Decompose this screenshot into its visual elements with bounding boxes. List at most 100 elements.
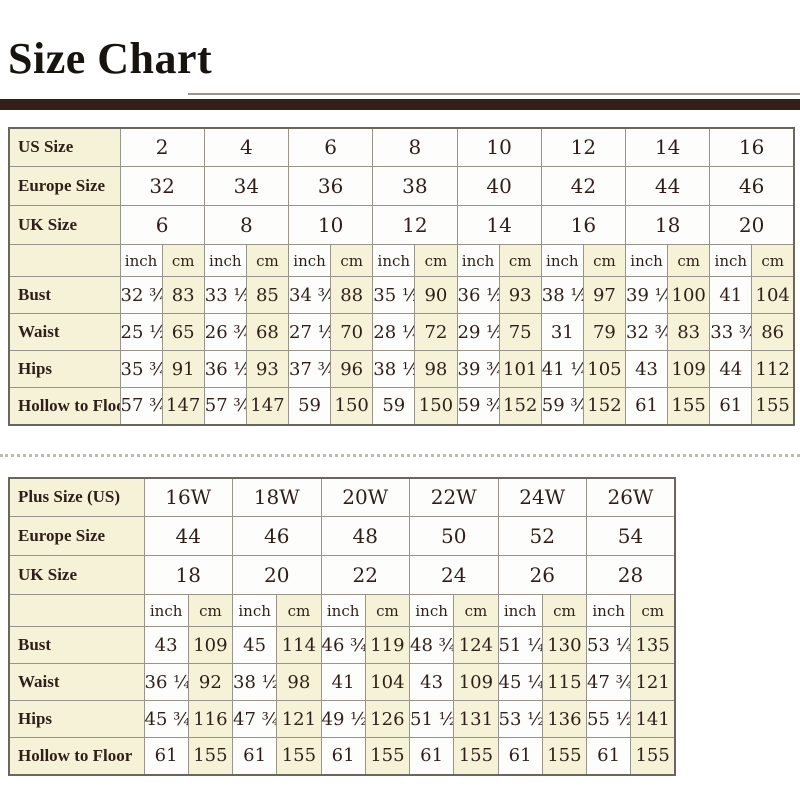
size-value-cell: 32	[119, 166, 205, 207]
measurement-value-cell: 90	[414, 276, 458, 315]
measurement-value-cell: 155	[667, 387, 711, 426]
measurement-value-cell: 43	[143, 626, 189, 665]
row-label: Bust	[8, 626, 145, 665]
size-value-cell: 52	[497, 516, 587, 557]
measurement-value-cell: 70	[330, 313, 374, 352]
row-label: Hips	[8, 350, 121, 389]
row-label: Bust	[8, 276, 121, 315]
measurement-value-cell: 155	[541, 737, 588, 776]
measurement-value-cell: 61	[143, 737, 189, 776]
measurement-value-cell: 25 ½	[119, 313, 163, 352]
measurement-value-cell: 61	[709, 387, 753, 426]
measurement-value-cell: 33 ¾	[709, 313, 753, 352]
size-value-cell: 20	[232, 555, 322, 596]
row-label: Hollow to Floor	[8, 387, 121, 426]
measurement-value-cell: 35 ¾	[119, 350, 163, 389]
measurement-value-cell: 131	[453, 700, 499, 739]
row-label: UK Size	[8, 205, 121, 246]
measurement-value-cell: 104	[751, 276, 795, 315]
size-value-cell: 42	[540, 166, 627, 207]
size-value-cell: 4	[203, 127, 290, 168]
measurement-value-cell: 65	[161, 313, 205, 352]
measurement-value-cell: 155	[364, 737, 411, 776]
measurement-value-cell: 109	[453, 663, 499, 702]
size-value-cell: 14	[624, 127, 711, 168]
size-value-cell: 46	[232, 516, 322, 557]
measurement-value-cell: 35 ½	[372, 276, 416, 315]
unit-header-cell: inch	[231, 594, 278, 628]
measurement-value-cell: 43	[624, 350, 669, 389]
measurement-value-cell: 115	[541, 663, 588, 702]
measurement-value-cell: 53 ½	[497, 700, 543, 739]
measurement-value-cell: 119	[364, 626, 411, 665]
measurement-value-cell: 47 ¾	[231, 700, 278, 739]
size-value-cell: 36	[287, 166, 374, 207]
measurement-value-cell: 86	[751, 313, 795, 352]
row-label: Hips	[8, 700, 145, 739]
size-header-row: UK Size 18 20 22 24 26 28	[8, 555, 676, 596]
measurement-value-cell: 114	[276, 626, 322, 665]
unit-header-cell: cm	[330, 244, 374, 278]
measurement-value-cell: 53 ¼	[585, 626, 632, 665]
size-value-cell: 12	[372, 205, 458, 246]
size-value-cell: 44	[624, 166, 711, 207]
row-label-empty	[8, 244, 121, 278]
size-value-cell: 6	[287, 127, 374, 168]
measurement-value-cell: 91	[161, 350, 205, 389]
size-header-row: Europe Size 32 34 36 38 40 42 44 46	[8, 166, 795, 207]
size-value-cell: 54	[586, 516, 676, 557]
measurement-value-cell: 130	[541, 626, 588, 665]
measurement-value-cell: 61	[624, 387, 669, 426]
measurement-value-cell: 105	[582, 350, 627, 389]
measurement-value-cell: 136	[541, 700, 588, 739]
measurement-value-cell: 39 ¾	[456, 350, 500, 389]
measurement-value-cell: 33 ½	[203, 276, 247, 315]
units-row: inch cm inch cm inch cm inch cm inch cm inch cm inch…	[8, 244, 795, 278]
measurement-row: Waist 36 ¼ 92 38 ½ 98 41 104 43 109 45 ¼ 115 47 ¾ 12…	[8, 663, 676, 702]
measurement-value-cell: 41	[320, 663, 366, 702]
measurement-value-cell: 59 ¾	[540, 387, 584, 426]
unit-header-cell: inch	[143, 594, 189, 628]
measurement-value-cell: 61	[320, 737, 366, 776]
measurement-row: Hollow to Floor 61 155 61 155 61 155 61 155 61 155…	[8, 737, 676, 776]
measurement-value-cell: 155	[187, 737, 234, 776]
measurement-value-cell: 59 ¾	[456, 387, 500, 426]
title-rule-thin	[188, 92, 800, 95]
unit-header-cell: inch	[497, 594, 543, 628]
size-value-cell: 16	[709, 127, 795, 168]
size-value-cell: 18W	[232, 477, 322, 518]
unit-header-cell: cm	[582, 244, 627, 278]
size-value-cell: 24	[409, 555, 499, 596]
size-value-cell: 26W	[586, 477, 676, 518]
measurement-value-cell: 51 ¼	[497, 626, 543, 665]
measurement-value-cell: 98	[276, 663, 322, 702]
measurement-value-cell: 98	[414, 350, 458, 389]
measurement-value-cell: 57 ¾	[119, 387, 163, 426]
measurement-value-cell: 92	[187, 663, 234, 702]
measurement-value-cell: 47 ¾	[585, 663, 632, 702]
measurement-value-cell: 155	[276, 737, 322, 776]
row-label: US Size	[8, 127, 121, 168]
unit-header-cell: cm	[245, 244, 290, 278]
measurement-value-cell: 155	[751, 387, 795, 426]
size-value-cell: 24W	[497, 477, 587, 518]
measurement-value-cell: 72	[414, 313, 458, 352]
measurement-value-cell: 59	[372, 387, 416, 426]
measurement-value-cell: 26 ¾	[203, 313, 247, 352]
measurement-value-cell: 46 ¾	[320, 626, 366, 665]
measurement-row: Waist 25 ½ 65 26 ¾ 68 27 ½ 70 28 ¼ 72 29 ½ 75 31 79 3…	[8, 313, 795, 352]
unit-header-cell: inch	[320, 594, 366, 628]
measurement-value-cell: 109	[667, 350, 711, 389]
measurement-value-cell: 55 ½	[585, 700, 632, 739]
measurement-value-cell: 96	[330, 350, 374, 389]
size-value-cell: 12	[540, 127, 627, 168]
units-row: inch cm inch cm inch cm inch cm inch cm inch cm	[8, 594, 676, 628]
plus-size-table: Plus Size (US) 16W 18W 20W 22W 24W 26W Europe S…	[8, 476, 676, 776]
unit-header-cell: cm	[453, 594, 499, 628]
measurement-value-cell: 135	[630, 626, 676, 665]
measurement-value-cell: 45 ¼	[497, 663, 543, 702]
measurement-value-cell: 150	[330, 387, 374, 426]
row-label: Europe Size	[8, 516, 145, 557]
